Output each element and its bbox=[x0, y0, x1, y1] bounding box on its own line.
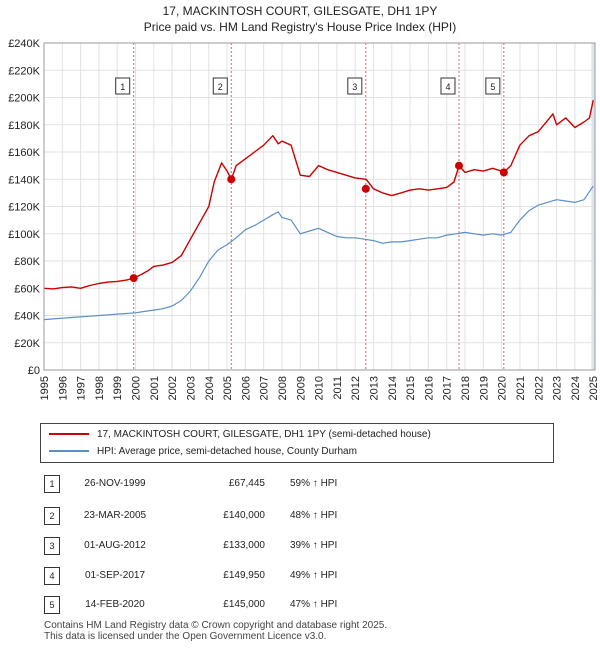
property-price-line bbox=[43, 100, 594, 290]
sale-hpi-change: 49% ↑ HPI bbox=[290, 570, 338, 581]
x-tick-label: 2015 bbox=[405, 376, 417, 400]
sale-label: 5 bbox=[490, 82, 495, 92]
x-tick-label: 1998 bbox=[94, 376, 106, 400]
y-tick-label: £60K bbox=[14, 283, 40, 295]
y-tick-label: £240K bbox=[8, 38, 40, 50]
hpi-line bbox=[43, 185, 594, 321]
sale-label: 2 bbox=[218, 82, 223, 92]
sale-date: 14-FEB-2020 bbox=[85, 599, 145, 610]
x-tick-label: 1996 bbox=[57, 376, 69, 400]
x-tick-label: 2013 bbox=[369, 376, 381, 400]
y-tick-label: £120K bbox=[8, 202, 40, 214]
sale-price: £149,950 bbox=[223, 570, 265, 581]
y-tick-label: £200K bbox=[8, 93, 40, 105]
x-tick-label: 1995 bbox=[39, 376, 51, 400]
sale-marker bbox=[499, 168, 508, 177]
table-row: 5 14-FEB-2020 £145,000 47% ↑ HPI bbox=[0, 596, 600, 616]
sale-number: 1 bbox=[44, 475, 60, 493]
x-tick-label: 2003 bbox=[185, 376, 197, 400]
chart-subtitle: Price paid vs. HM Land Registry's House … bbox=[143, 20, 457, 34]
legend-swatch-hpi bbox=[49, 450, 89, 452]
x-tick-label: 2018 bbox=[460, 376, 472, 400]
sale-hpi-change: 48% ↑ HPI bbox=[290, 510, 338, 521]
sale-price: £145,000 bbox=[223, 599, 265, 610]
y-tick-label: £0 bbox=[28, 365, 40, 377]
table-row: 1 26-NOV-1999 £67,445 59% ↑ HPI bbox=[0, 475, 600, 495]
legend: 17, MACKINTOSH COURT, GILESGATE, DH1 1PY… bbox=[40, 423, 554, 463]
sale-date: 23-MAR-2005 bbox=[83, 510, 147, 521]
x-tick-label: 2000 bbox=[131, 376, 143, 400]
y-tick-label: £100K bbox=[8, 229, 40, 241]
x-tick-label: 2007 bbox=[259, 376, 271, 400]
sale-date: 01-SEP-2017 bbox=[84, 570, 146, 581]
price-chart: £0 £20K £40K £60K £80K £100K £120K £140K £160K £1… bbox=[8, 38, 600, 400]
legend-label-property: 17, MACKINTOSH COURT, GILESGATE, DH1 1PY… bbox=[97, 428, 431, 440]
sale-hpi-change: 39% ↑ HPI bbox=[290, 540, 338, 551]
y-tick-label: £80K bbox=[14, 256, 40, 268]
sale-marker bbox=[227, 175, 236, 184]
legend-swatch-property bbox=[49, 433, 89, 435]
x-tick-label: 2002 bbox=[167, 376, 179, 400]
plot-frame bbox=[43, 42, 596, 371]
x-tick-label: 2025 bbox=[588, 376, 600, 400]
sale-number: 5 bbox=[44, 596, 60, 614]
sale-price: £67,445 bbox=[228, 478, 265, 489]
chart-title: 17, MACKINTOSH COURT, GILESGATE, DH1 1PY bbox=[162, 4, 438, 18]
sale-label-box bbox=[115, 77, 131, 95]
x-tick-label: 2014 bbox=[387, 376, 399, 400]
y-tick-label: £180K bbox=[8, 120, 40, 132]
x-tick-label: 2017 bbox=[442, 376, 454, 400]
sale-marker bbox=[129, 274, 138, 283]
sale-marker bbox=[454, 161, 463, 170]
sale-number: 3 bbox=[44, 537, 60, 555]
x-tick-label: 2006 bbox=[240, 376, 252, 400]
x-tick-label: 2021 bbox=[515, 376, 527, 400]
table-row: 4 01-SEP-2017 £149,950 49% ↑ HPI bbox=[0, 567, 600, 587]
x-tick-label: 2011 bbox=[332, 376, 344, 400]
sale-number: 2 bbox=[44, 507, 60, 525]
x-tick-label: 2024 bbox=[570, 376, 582, 400]
x-tick-label: 1999 bbox=[112, 376, 124, 400]
x-tick-label: 2008 bbox=[277, 376, 289, 400]
table-row: 2 23-MAR-2005 £140,000 48% ↑ HPI bbox=[0, 507, 600, 527]
y-tick-label: £40K bbox=[14, 311, 40, 323]
y-tick-label: £20K bbox=[14, 338, 40, 350]
sale-label-box bbox=[485, 77, 501, 95]
x-tick-label: 1997 bbox=[76, 376, 88, 400]
x-tick-label: 2022 bbox=[533, 376, 545, 400]
x-tick-label: 2023 bbox=[552, 376, 564, 400]
sale-marker bbox=[361, 184, 370, 193]
legend-item-property: 17, MACKINTOSH COURT, GILESGATE, DH1 1PY… bbox=[49, 426, 431, 442]
legend-label-hpi: HPI: Average price, semi-detached house,… bbox=[97, 445, 357, 457]
sale-date: 26-NOV-1999 bbox=[84, 478, 146, 489]
y-tick-label: £140K bbox=[8, 174, 40, 186]
x-tick-label: 2012 bbox=[350, 376, 362, 400]
table-row: 3 01-AUG-2012 £133,000 39% ↑ HPI bbox=[0, 537, 600, 557]
x-tick-label: 2016 bbox=[423, 376, 435, 400]
x-tick-label: 2010 bbox=[314, 376, 326, 400]
sale-label-box bbox=[440, 77, 456, 95]
sale-hpi-change: 59% ↑ HPI bbox=[290, 478, 338, 489]
sale-label: 3 bbox=[352, 82, 357, 92]
sale-label: 1 bbox=[120, 82, 125, 92]
footer-licence: This data is licensed under the Open Gov… bbox=[44, 631, 327, 642]
footer-copyright: Contains HM Land Registry data © Crown c… bbox=[44, 620, 388, 631]
sale-price: £140,000 bbox=[223, 510, 265, 521]
legend-item-hpi: HPI: Average price, semi-detached house,… bbox=[49, 443, 357, 459]
y-tick-label: £160K bbox=[8, 147, 40, 159]
x-tick-label: 2001 bbox=[149, 376, 161, 400]
sale-label: 4 bbox=[445, 82, 450, 92]
x-tick-label: 2004 bbox=[204, 376, 216, 400]
y-tick-label: £220K bbox=[8, 65, 40, 77]
x-tick-label: 2005 bbox=[222, 376, 234, 400]
sale-label-box bbox=[212, 77, 228, 95]
x-tick-label: 2009 bbox=[295, 376, 307, 400]
sale-date: 01-AUG-2012 bbox=[84, 540, 146, 551]
x-tick-label: 2019 bbox=[478, 376, 490, 400]
sale-label-box bbox=[347, 77, 363, 95]
sale-price: £133,000 bbox=[223, 540, 265, 551]
x-tick-label: 2020 bbox=[497, 376, 509, 400]
sale-number: 4 bbox=[44, 567, 60, 585]
sale-hpi-change: 47% ↑ HPI bbox=[290, 599, 338, 610]
